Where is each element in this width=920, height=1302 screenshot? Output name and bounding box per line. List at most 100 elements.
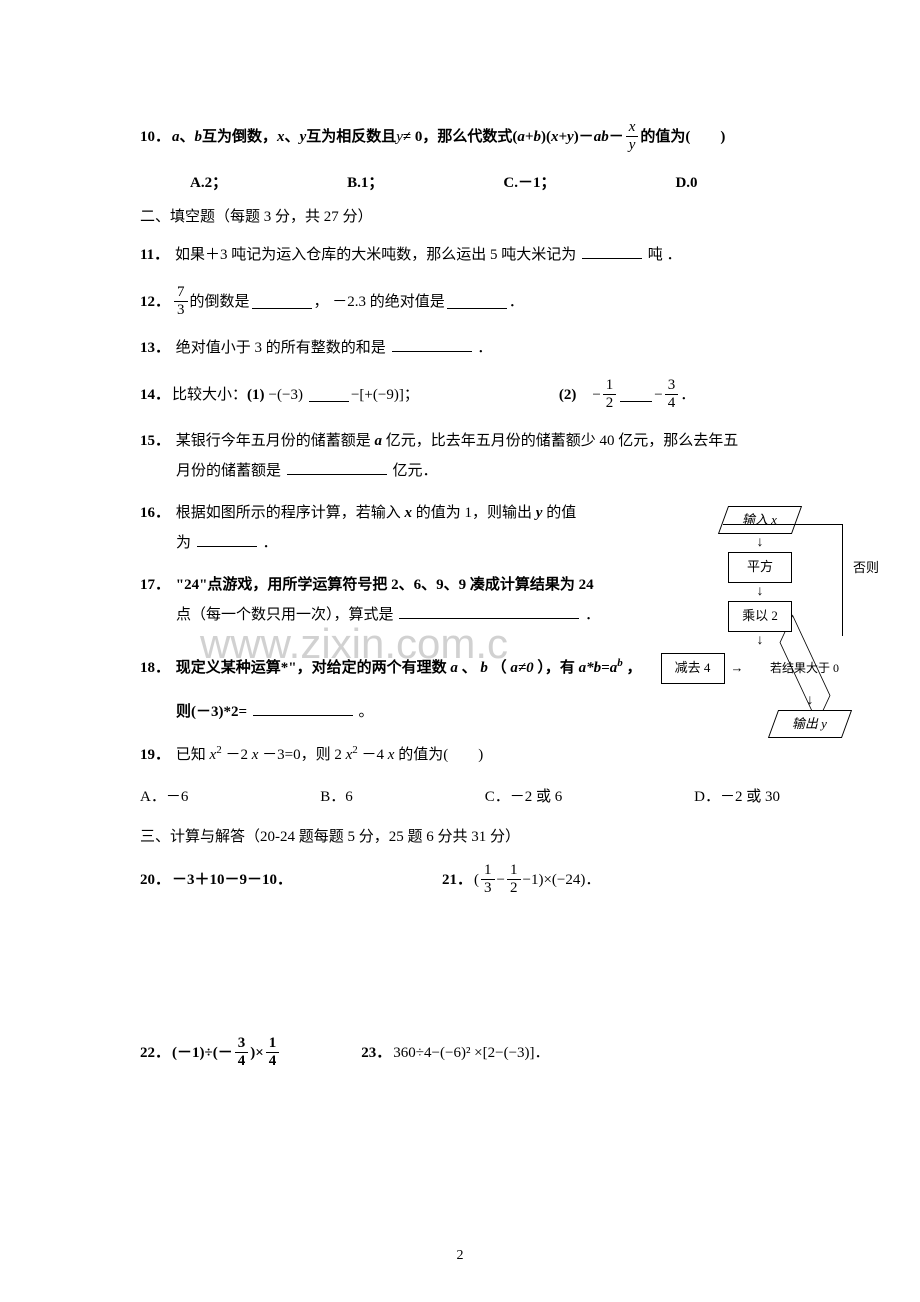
q19-opt-a: A．－6 bbox=[140, 785, 188, 809]
q19-e8: 的值为( ) bbox=[398, 747, 483, 763]
question-18: 18． 现定义某种运算*"，对给定的两个有理数 a 、 b （ a≠0 ），有 … bbox=[140, 655, 780, 724]
question-17: 17． "24"点游戏，用所学运算符号把 2、6、9、9 凑成计算结果为 24 … bbox=[140, 573, 620, 627]
q13-num: 13． bbox=[140, 340, 170, 356]
q14-p1-blank bbox=[309, 387, 349, 402]
q10-end: 的值为( ) bbox=[640, 125, 725, 149]
q18-b: b bbox=[480, 660, 488, 676]
q18-aneq: a≠0 bbox=[510, 660, 533, 676]
flow-output: 输出 y bbox=[768, 710, 852, 738]
q12-blank1 bbox=[252, 294, 312, 309]
q22-f2d: 4 bbox=[266, 1053, 280, 1069]
q18-blank bbox=[253, 701, 353, 716]
q12-num: 12． bbox=[140, 290, 170, 314]
q15-text2: 亿元，比去年五月份的储蓄额少 40 亿元，那么去年五 bbox=[386, 433, 739, 449]
q20-num: 20． bbox=[140, 868, 170, 892]
q17-text2: 点（每一个数只用一次），算式是 bbox=[176, 607, 394, 623]
q23-text: 360÷4−(−6)² ×[2−(−3)]． bbox=[393, 1041, 549, 1065]
q10-t-x: x bbox=[277, 125, 285, 149]
q15-text1: 某银行今年五月份的储蓄额是 bbox=[176, 433, 375, 449]
q10-opt-c: C.－1； bbox=[503, 171, 555, 195]
q14-label: 比较大小： bbox=[172, 383, 247, 407]
q14-f2-num: 3 bbox=[665, 378, 679, 395]
q14-p2-blank bbox=[620, 387, 652, 402]
q11-text2: 吨 ． bbox=[648, 247, 682, 263]
arrow-icon: ↓ bbox=[807, 694, 814, 708]
q14-f1-num: 1 bbox=[603, 378, 617, 395]
q10-t-6: 、 bbox=[285, 125, 300, 149]
q19-opt-d: D．－2 或 30 bbox=[694, 785, 780, 809]
q16-text4: 为 bbox=[176, 535, 191, 551]
question-10: 10． a 、 b 互为倒数， x 、 y 互为相反数且 y ≠ 0，那么代数式… bbox=[140, 120, 780, 153]
q17-blank bbox=[399, 604, 579, 619]
q16-num: 16． bbox=[140, 505, 170, 521]
q14-f1: 1 2 bbox=[603, 378, 617, 411]
q10-xy: x+y bbox=[551, 125, 574, 149]
q22-t1: (－1)÷(－ bbox=[172, 1041, 233, 1065]
q13-text2: ． bbox=[477, 340, 492, 356]
question-19: 19． 已知 x2 －2 x －3=0，则 2 x2 －4 x 的值为( ) bbox=[140, 742, 780, 767]
q14-num: 14． bbox=[140, 383, 170, 407]
q10-frac: x y bbox=[626, 120, 639, 153]
q10-t-2: 、 bbox=[180, 125, 195, 149]
q16-text3: 的值 bbox=[546, 505, 576, 521]
q12-frac: 7 3 bbox=[174, 285, 188, 318]
question-11: 11． 如果＋3 吨记为运入仓库的大米吨数，那么运出 5 吨大米记为 吨 ． bbox=[140, 243, 780, 267]
q21-f1: 1 3 bbox=[481, 863, 495, 896]
q10-opt-b: B.1； bbox=[347, 171, 383, 195]
q22-t2: )× bbox=[250, 1041, 264, 1065]
q17-text3: ． bbox=[585, 607, 600, 623]
page-number: 2 bbox=[457, 1245, 464, 1267]
question-15: 15． 某银行今年五月份的储蓄额是 a 亿元，比去年五月份的储蓄额少 40 亿元… bbox=[140, 429, 780, 483]
q21-lp: ( bbox=[474, 868, 479, 892]
q14-f1-den: 2 bbox=[603, 395, 617, 411]
q19-e7: x bbox=[388, 747, 395, 763]
q18-text2: （ bbox=[492, 660, 507, 676]
q19-e3: x bbox=[252, 747, 259, 763]
q18-text1: 现定义某种运算*"，对给定的两个有理数 bbox=[176, 660, 451, 676]
q18-expr: a*b=a bbox=[579, 660, 618, 676]
q12-frac-den: 3 bbox=[174, 302, 188, 318]
flow-else: 否则 bbox=[853, 558, 879, 579]
q18-num: 18． bbox=[140, 660, 170, 676]
q21-m2: −1)×(−24) bbox=[523, 868, 586, 892]
q14-p1-right: −[+(−9)] bbox=[351, 383, 404, 407]
q20-text: －3＋10－9－10． bbox=[172, 868, 292, 892]
q14-p1-left: −(−3) bbox=[269, 383, 303, 407]
q10-opt-a: A.2； bbox=[190, 171, 227, 195]
q22-f2: 1 4 bbox=[266, 1036, 280, 1069]
q19-e6: －4 bbox=[362, 747, 385, 763]
question-13: 13． 绝对值小于 3 的所有整数的和是 ． bbox=[140, 336, 780, 360]
q10-t-b: b bbox=[195, 125, 203, 149]
q19-s1: 2 bbox=[216, 744, 222, 756]
q16-x: x bbox=[405, 505, 413, 521]
q13-blank bbox=[392, 337, 472, 352]
q16-text1: 根据如图所示的程序计算，若输入 bbox=[176, 505, 405, 521]
q10-t-4: 互为倒数， bbox=[202, 125, 277, 149]
q22-f1: 3 4 bbox=[235, 1036, 249, 1069]
q10-t-10: ≠ 0，那么代数式( bbox=[403, 125, 517, 149]
q18-text5: 则(－3)*2= bbox=[176, 704, 247, 720]
q10-options: A.2； B.1； C.－1； D.0 bbox=[140, 171, 780, 195]
q23-num: 23． bbox=[361, 1041, 391, 1065]
q17-text1: "24"点游戏，用所学运算符号把 2、6、9、9 凑成计算结果为 24 bbox=[176, 577, 594, 593]
q18-sep: 、 bbox=[462, 660, 477, 676]
q18-text6: 。 bbox=[359, 704, 374, 720]
q21-num: 21． bbox=[442, 868, 472, 892]
section-3-header: 三、计算与解答（20-24 题每题 5 分，25 题 6 分共 31 分） bbox=[140, 825, 780, 849]
q10-ab: a+b bbox=[517, 125, 541, 149]
q12-text1: 的倒数是 bbox=[190, 290, 250, 314]
q11-num: 11． bbox=[140, 247, 169, 263]
q14-f2: 3 4 bbox=[665, 378, 679, 411]
q10-ab2: ab bbox=[594, 125, 609, 149]
q21-f2n: 1 bbox=[507, 863, 521, 880]
q10-num: 10． bbox=[140, 125, 170, 149]
question-16: 16． 根据如图所示的程序计算，若输入 x 的值为 1，则输出 y 的值 为 ． bbox=[140, 501, 620, 555]
q14-p1-end: ； bbox=[404, 383, 419, 407]
q12-text3: ． bbox=[509, 290, 524, 314]
q21-f2d: 2 bbox=[507, 880, 521, 896]
q18-text3: ），有 bbox=[537, 660, 578, 676]
section-2-header: 二、填空题（每题 3 分，共 27 分） bbox=[140, 205, 780, 229]
q10-t-8: 互为相反数且 bbox=[306, 125, 396, 149]
q10-t-16: － bbox=[609, 125, 624, 149]
q14-p2-end: ． bbox=[680, 383, 695, 407]
